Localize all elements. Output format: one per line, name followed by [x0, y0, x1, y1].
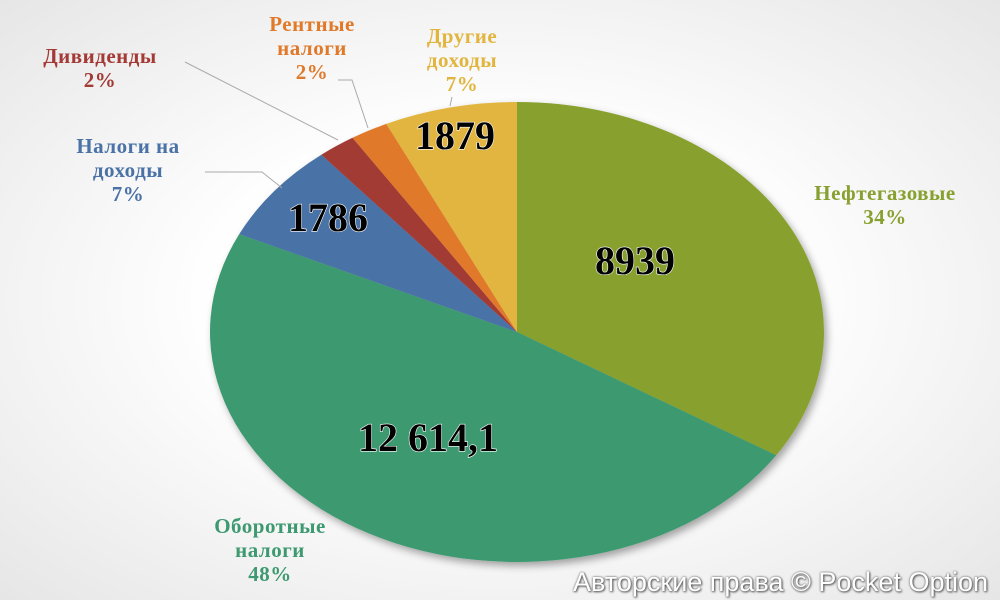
- pie-slice: [209, 234, 777, 563]
- leader-line: [449, 96, 453, 107]
- leader-line: [205, 171, 283, 189]
- leader-line: [338, 79, 369, 129]
- pie-slice: [321, 137, 517, 332]
- category-label: Другие доходы: [426, 24, 498, 72]
- watermark: Авторские права © Pocket Option: [573, 567, 988, 597]
- category-label: Рентные налоги: [269, 12, 355, 60]
- amount-label: 1879: [415, 113, 495, 158]
- slice-label: Оборотные налоги 48%: [214, 514, 326, 586]
- leader-line: [184, 61, 339, 141]
- percent-label: 2%: [295, 60, 329, 84]
- category-label: Оборотные налоги: [214, 514, 326, 562]
- percent-label: 48%: [248, 562, 292, 586]
- percent-label: 2%: [83, 68, 117, 92]
- slice-label: Рентные налоги 2%: [269, 12, 355, 84]
- category-label: Нефтегазовые: [814, 181, 956, 205]
- amount-label: 1786: [288, 195, 368, 240]
- slice-label: Другие доходы 7%: [427, 24, 497, 96]
- pie-slice: [386, 102, 517, 332]
- slice-label: Нефтегазовые 34%: [814, 181, 955, 229]
- percent-label: 34%: [863, 205, 907, 229]
- percent-label: 7%: [111, 182, 145, 206]
- leader-lines: [184, 61, 453, 189]
- amount-label: 8939: [595, 238, 675, 283]
- category-label: Налоги на доходы: [76, 134, 180, 182]
- amount-label: 12 614,1: [358, 415, 498, 460]
- pie-slice: [239, 154, 518, 332]
- slice-label: Налоги на доходы 7%: [76, 134, 179, 206]
- pie-slice: [517, 102, 824, 456]
- pie-slice: [352, 123, 517, 333]
- percent-label: 7%: [445, 72, 479, 96]
- slice-label: Дивиденды 2%: [43, 44, 157, 92]
- slices: [209, 102, 824, 563]
- amount-labels: 8939 12 614,1 1786 1879: [287, 113, 675, 461]
- category-label: Дивиденды: [43, 44, 157, 68]
